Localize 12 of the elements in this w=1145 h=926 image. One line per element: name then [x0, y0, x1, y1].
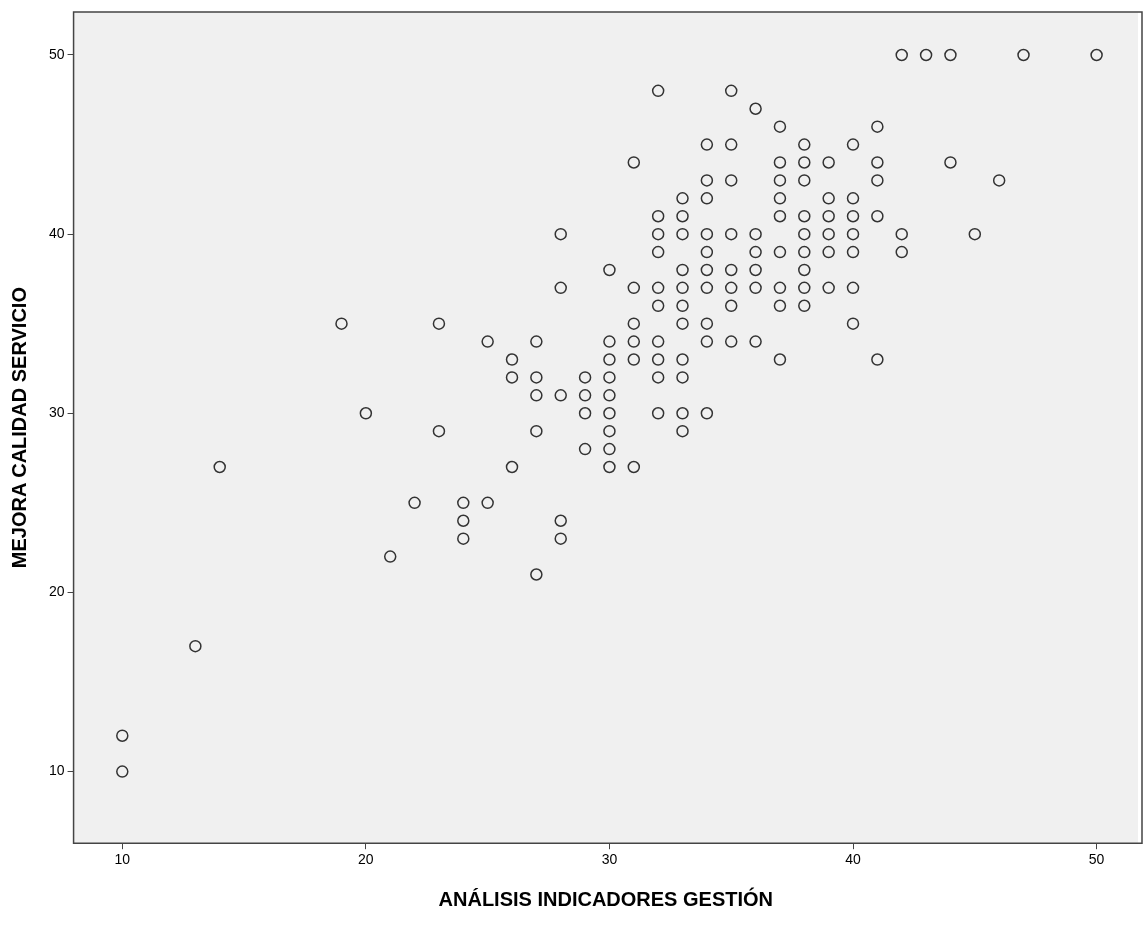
y-tick-label: 50 [48, 45, 65, 62]
x-axis-title: ANÁLISIS INDICADORES GESTIÓN [438, 886, 774, 910]
x-tick-label: 30 [601, 851, 618, 868]
y-tick-label: 20 [48, 583, 65, 600]
x-tick-label: 20 [358, 851, 374, 868]
x-tick-label: 10 [114, 851, 131, 868]
y-tick-label: 10 [48, 762, 65, 779]
y-tick-label: 30 [48, 404, 65, 421]
x-tick-label: 40 [845, 851, 862, 868]
x-tick-label: 50 [1088, 851, 1105, 868]
y-tick-label: 40 [48, 224, 65, 241]
y-axis-title: MEJORA CALIDAD SERVICIO [7, 287, 30, 569]
